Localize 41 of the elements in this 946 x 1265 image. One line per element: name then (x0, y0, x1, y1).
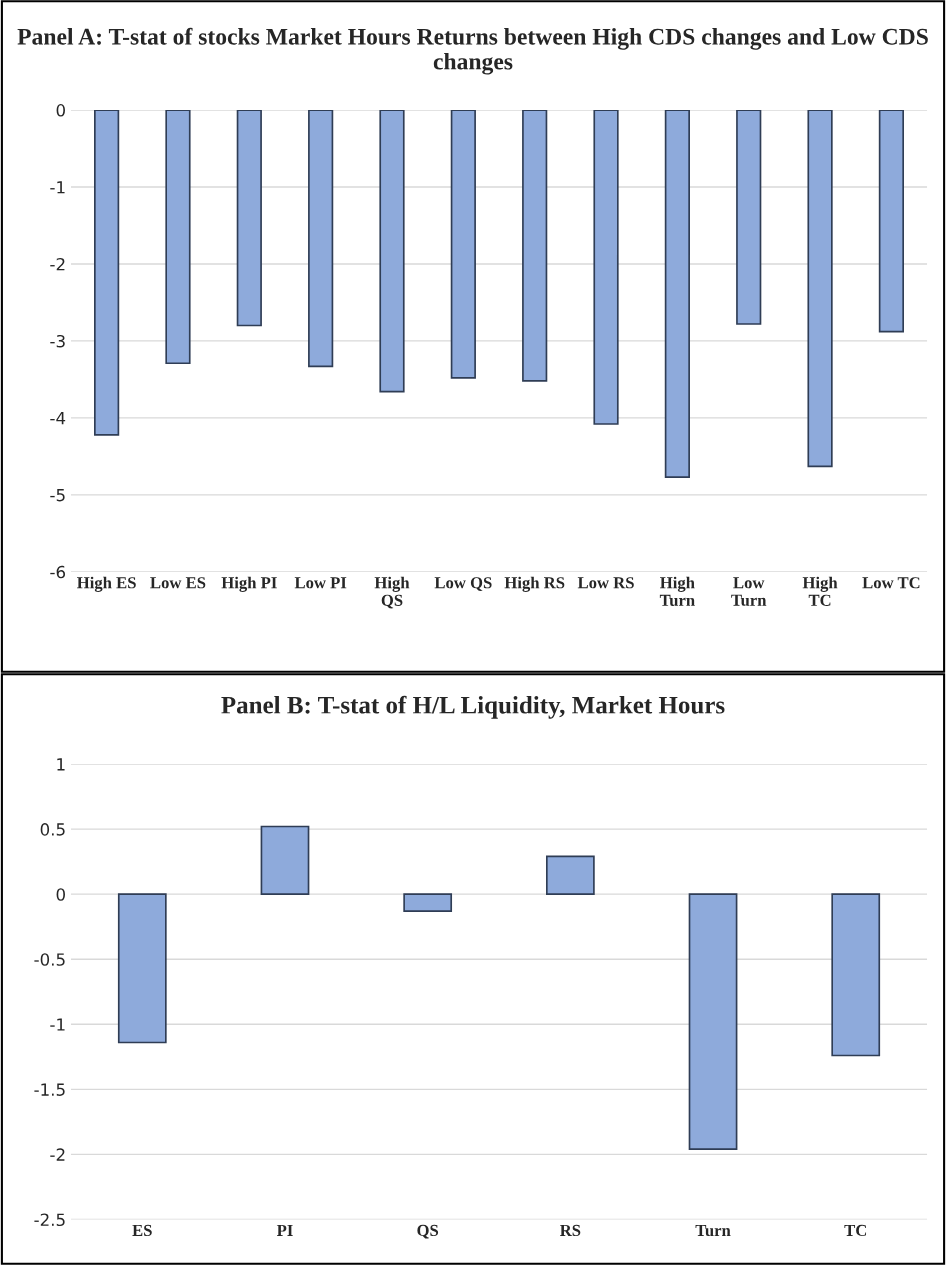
bar (117, 893, 167, 1044)
chart-title: Panel A: T-stat of stocks Market Hours Returns between High CDS changes and Low CDS changes (17, 27, 928, 75)
x-tick-label: High TC (802, 576, 838, 606)
x-tick-label: Low RS (577, 577, 634, 589)
x-tick-label: ES (132, 1224, 152, 1237)
y-tick-label: -6 (50, 565, 66, 579)
y-tick-label: -5 (50, 489, 65, 502)
y-tick-label: -4 (50, 412, 66, 425)
y-tick-label: -1 (50, 181, 65, 194)
x-tick-label: Low PI (294, 577, 347, 589)
x-tick-label: High Turn (659, 576, 695, 606)
bar (545, 855, 595, 896)
bar (831, 893, 881, 1057)
y-tick-label: 0.5 (40, 823, 65, 836)
bar (688, 893, 738, 1151)
x-tick-label: High ES (77, 576, 136, 592)
y-tick-label: 0 (56, 888, 65, 901)
x-tick-label: RS (559, 1224, 581, 1237)
y-tick-label: -2 (50, 257, 65, 271)
y-tick-label: -2 (50, 1148, 65, 1161)
x-tick-label: High PI (221, 576, 277, 592)
y-tick-label: -0.5 (34, 953, 65, 966)
x-tick-label: PI (276, 1224, 293, 1236)
y-tick-label: -1 (50, 1018, 65, 1031)
x-tick-label: Low TC (862, 577, 920, 589)
y-tick-label: -2.5 (34, 1213, 65, 1227)
bar (260, 825, 310, 896)
x-tick-label: QS (417, 1224, 439, 1239)
y-tick-label: -1.5 (34, 1083, 65, 1096)
x-tick-label: Turn (695, 1224, 731, 1237)
y-tick-label: 0 (56, 104, 65, 117)
x-tick-label: Low ES (150, 577, 206, 589)
x-tick-label: Low QS (434, 577, 492, 591)
bar (403, 893, 453, 912)
y-tick-label: 1 (57, 758, 65, 771)
x-tick-label: High QS (374, 576, 410, 609)
x-tick-label: TC (844, 1224, 867, 1237)
x-tick-label: Low Turn (731, 577, 767, 606)
x-tick-label: High RS (504, 576, 565, 592)
y-tick-label: -3 (50, 334, 65, 348)
chart-title: Panel B: T-stat of H/L Liquidity, Market Hours (221, 695, 725, 719)
